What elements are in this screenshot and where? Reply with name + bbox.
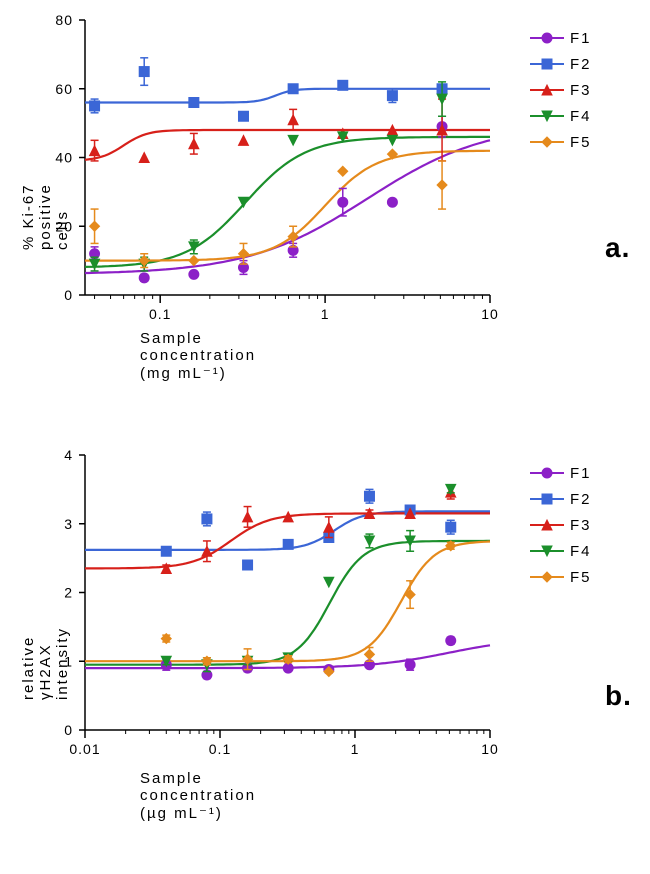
legend-label: F1 xyxy=(570,465,592,482)
legend-label: F1 xyxy=(570,30,592,47)
legend-label: F4 xyxy=(570,108,592,125)
legend-label: F3 xyxy=(570,517,592,534)
legend-label: F5 xyxy=(570,134,592,151)
chart-b-svg: 012340.010.1110 xyxy=(0,0,500,785)
svg-text:0.01: 0.01 xyxy=(69,741,100,757)
legend-label: F4 xyxy=(570,543,592,560)
svg-text:4: 4 xyxy=(64,447,73,463)
legend-item: F1 xyxy=(530,460,592,486)
panel-letter-a: a. xyxy=(605,232,630,264)
panel-letter-b: b. xyxy=(605,680,632,712)
svg-text:3: 3 xyxy=(64,516,73,532)
legend-item: F5 xyxy=(530,564,592,590)
legend-item: F2 xyxy=(530,51,592,77)
legend-item: F1 xyxy=(530,25,592,51)
legend-label: F3 xyxy=(570,82,592,99)
legend-label: F2 xyxy=(570,491,592,508)
legend-item: F2 xyxy=(530,486,592,512)
svg-text:0: 0 xyxy=(64,722,73,738)
legend-a: F1 F2 F3 xyxy=(530,25,592,155)
legend-item: F3 xyxy=(530,512,592,538)
svg-text:10: 10 xyxy=(481,741,499,757)
legend-item: F5 xyxy=(530,129,592,155)
y-axis-label: relative γH2AX intensity xyxy=(20,627,71,700)
svg-text:1: 1 xyxy=(351,741,360,757)
legend-b: F1 F2 F3 xyxy=(530,460,592,590)
x-axis-label: Sample concentration (µg mL⁻¹) xyxy=(140,770,256,822)
svg-text:0.1: 0.1 xyxy=(209,741,231,757)
legend-label: F5 xyxy=(570,569,592,586)
svg-text:2: 2 xyxy=(64,585,73,601)
legend-item: F4 xyxy=(530,103,592,129)
legend-item: F4 xyxy=(530,538,592,564)
legend-item: F3 xyxy=(530,77,592,103)
legend-label: F2 xyxy=(570,56,592,73)
